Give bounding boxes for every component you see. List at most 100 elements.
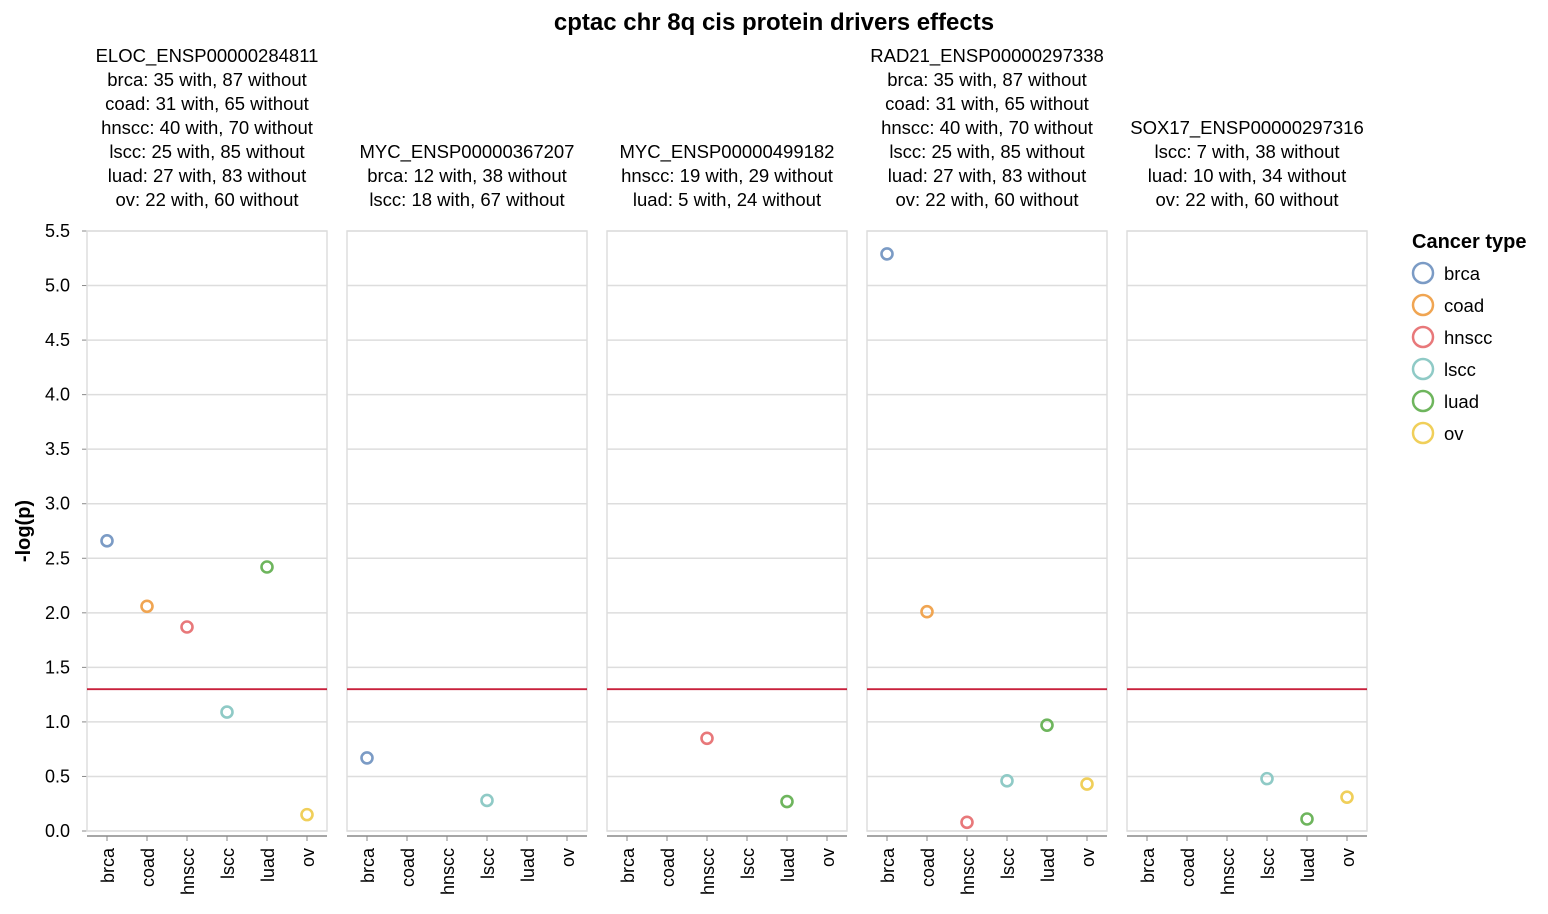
data-point-ov (300, 807, 314, 822)
x-tick-label: lscc (738, 848, 758, 879)
plot-area (347, 231, 587, 831)
x-tick-label: brca (98, 847, 118, 883)
x-tick-label: coad (1178, 848, 1198, 887)
facet-count-line: coad: 31 with, 65 without (105, 93, 309, 114)
x-tick-label: hnscc (1218, 848, 1238, 895)
data-point-lscc (1260, 771, 1274, 786)
facet-title: ELOC_ENSP00000284811 (96, 45, 319, 67)
plot-area (1127, 231, 1367, 831)
legend-item-coad: coad (1411, 293, 1484, 317)
facet-count-line: hnscc: 40 with, 70 without (101, 117, 313, 138)
legend-label: brca (1444, 263, 1481, 284)
x-tick-label: ov (558, 848, 578, 867)
legend-item-lscc: lscc (1411, 357, 1476, 381)
facet-count-line: hnscc: 19 with, 29 without (621, 165, 833, 186)
x-tick-label: hnscc (438, 848, 458, 895)
data-point-ov (1340, 790, 1354, 804)
x-tick-label: luad (1298, 848, 1318, 882)
y-tick-label: 2.5 (45, 548, 70, 568)
y-tick-label: 1.0 (45, 712, 70, 732)
facet-count-line: lscc: 25 with, 85 without (889, 141, 1084, 162)
plot-area (87, 231, 327, 831)
data-point-coad (920, 604, 934, 619)
x-tick-label: ov (1338, 848, 1358, 867)
x-tick-label: hnscc (178, 848, 198, 895)
plot-border (346, 230, 588, 832)
legend-item-ov: ov (1411, 421, 1464, 445)
facet-count-line: coad: 31 with, 65 without (885, 93, 1089, 114)
data-point-lscc (220, 705, 234, 719)
y-tick-label: 2.0 (45, 603, 70, 623)
legend: Cancer type brca coad hnscc lscc luad ov (1411, 231, 1527, 445)
data-point-brca (880, 247, 894, 261)
x-tick-label: lscc (1258, 848, 1278, 879)
legend-label: luad (1444, 391, 1479, 412)
legend-label: hnscc (1444, 327, 1492, 348)
y-axis: 0.0 0.5 1.0 1.5 2.0 2.5 3.0 3.5 4.0 4.5 5.0 5.5 (45, 221, 87, 841)
data-point-hnscc (960, 815, 974, 830)
legend-symbol (1411, 389, 1435, 413)
x-tick-label: ov (298, 848, 318, 867)
y-tick-label: 3.0 (45, 494, 70, 514)
legend-title: Cancer type (1412, 231, 1527, 253)
legend-symbol (1411, 293, 1435, 317)
x-tick-label: coad (918, 848, 938, 887)
y-tick-label: 0.0 (45, 821, 70, 841)
facet-count-line: ov: 22 with, 60 without (895, 189, 1078, 210)
x-tick-label: luad (518, 848, 538, 882)
facet-title: SOX17_ENSP00000297316 (1130, 117, 1364, 139)
y-tick-label: 4.0 (45, 385, 70, 405)
plot-border (866, 230, 1108, 832)
legend-item-brca: brca (1411, 261, 1481, 285)
chart-title: cptac chr 8q cis protein drivers effects (554, 9, 994, 36)
facet-count-line: ov: 22 with, 60 without (115, 189, 298, 210)
plot-border (1126, 230, 1368, 832)
y-axis-title: -log(p) (13, 500, 35, 562)
legend-item-hnscc: hnscc (1411, 325, 1492, 349)
x-tick-label: hnscc (958, 848, 978, 895)
facet-count-line: luad: 27 with, 83 without (888, 165, 1087, 186)
legend-item-luad: luad (1411, 389, 1479, 413)
facet-count-line: lscc: 18 with, 67 without (369, 189, 564, 210)
x-tick-label: lscc (478, 848, 498, 879)
facet-count-line: brca: 35 with, 87 without (887, 69, 1087, 90)
data-point-luad (1040, 718, 1054, 732)
legend-symbol (1411, 261, 1435, 285)
data-point-lscc (1000, 774, 1014, 788)
plot-border (86, 230, 328, 832)
x-tick-label: luad (258, 848, 278, 882)
data-point-hnscc (180, 620, 194, 634)
legend-label: lscc (1444, 359, 1476, 380)
x-tick-label: coad (658, 848, 678, 887)
data-point-brca (360, 751, 374, 765)
facet-count-line: lscc: 7 with, 38 without (1154, 141, 1339, 162)
facet-title: RAD21_ENSP00000297338 (870, 45, 1103, 67)
legend-symbol (1411, 325, 1435, 349)
y-tick-label: 5.5 (45, 221, 70, 241)
x-tick-label: hnscc (698, 848, 718, 895)
plot-area (607, 231, 847, 831)
y-tick-label: 5.0 (45, 276, 70, 296)
facet-count-line: brca: 35 with, 87 without (107, 69, 307, 90)
data-point-lscc (480, 793, 494, 808)
plot-area (867, 231, 1107, 831)
y-tick-label: 4.5 (45, 330, 70, 350)
x-tick-label: ov (1078, 848, 1098, 867)
x-tick-label: lscc (998, 848, 1018, 879)
facet-count-line: luad: 5 with, 24 without (633, 189, 821, 210)
facet-count-line: hnscc: 40 with, 70 without (881, 117, 1093, 138)
facet-title: MYC_ENSP00000499182 (620, 141, 835, 163)
x-tick-label: brca (358, 847, 378, 883)
facet-count-line: brca: 12 with, 38 without (367, 165, 567, 186)
x-tick-label: brca (618, 847, 638, 883)
y-tick-label: 0.5 (45, 766, 70, 786)
facet-count-line: ov: 22 with, 60 without (1155, 189, 1338, 210)
legend-label: coad (1444, 295, 1484, 316)
legend-symbol (1411, 357, 1435, 381)
